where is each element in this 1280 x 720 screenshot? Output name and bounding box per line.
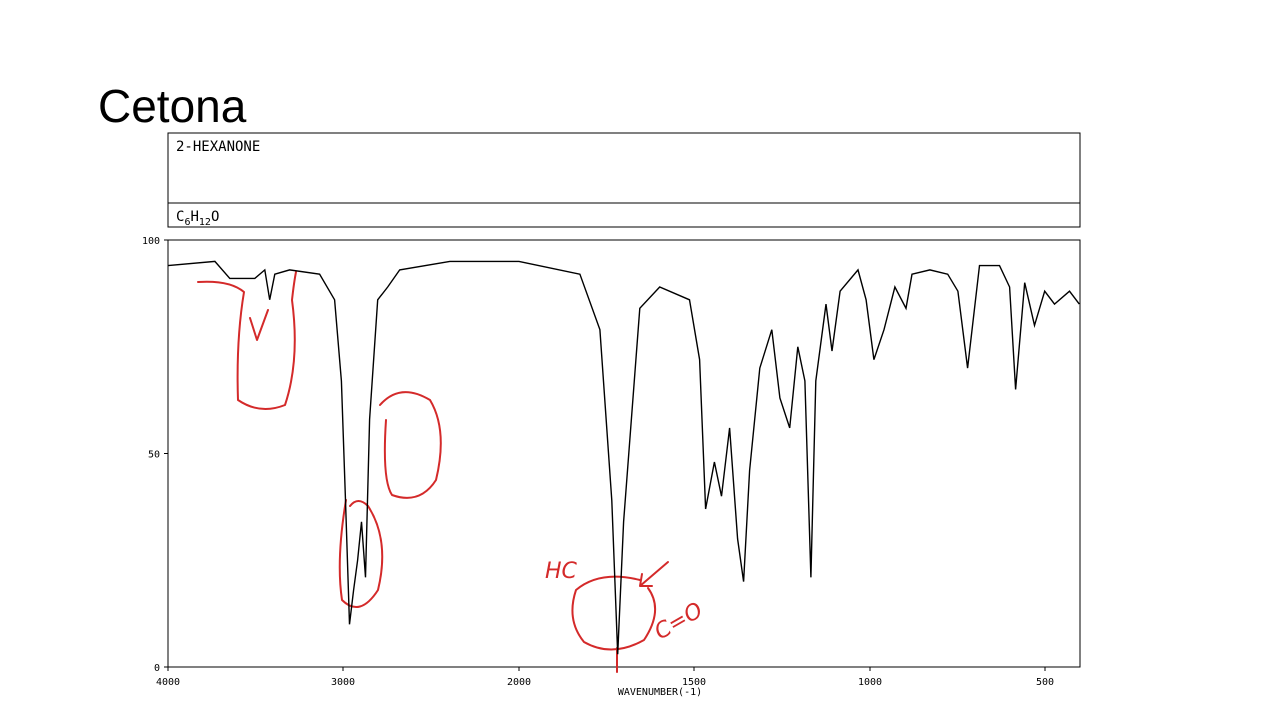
x-tick-label: 3000 [331,677,355,688]
x-tick-label: 1500 [682,677,706,688]
arrow-mark [639,561,669,587]
y-tick-label: 100 [142,236,160,247]
y-tick-label: 50 [148,450,160,461]
circle-mark [571,575,656,651]
header-box [167,132,1081,204]
circle-mark [379,391,442,499]
annotation: C=O [651,598,708,645]
formula-part: C [176,209,184,225]
x-tick-label: 1000 [858,677,882,688]
compound-name: 2-HEXANONE [176,139,260,155]
formula-part: H [190,209,198,225]
formula-part: 12 [199,217,211,228]
circle-mark [338,499,384,609]
annotations: HC C=O [197,271,708,673]
x-tick-label: 4000 [156,677,180,688]
plot-frame [167,239,1081,668]
formula-part: 6 [184,217,190,228]
x-tick-label: 2000 [507,677,531,688]
formula-part: O [211,209,219,225]
spectrum-line [167,260,1080,655]
x-tick-label: 500 [1036,677,1054,688]
annotation: HC [545,559,578,584]
x-axis-label: WAVENUMBER(-1) [618,687,702,698]
v-mark [249,309,269,341]
y-tick-label: 0 [154,663,160,674]
circle-mark [197,271,297,410]
formula: C6H12O [176,209,219,228]
slide-title: Cetona [98,80,247,132]
formula-box [167,202,1081,228]
